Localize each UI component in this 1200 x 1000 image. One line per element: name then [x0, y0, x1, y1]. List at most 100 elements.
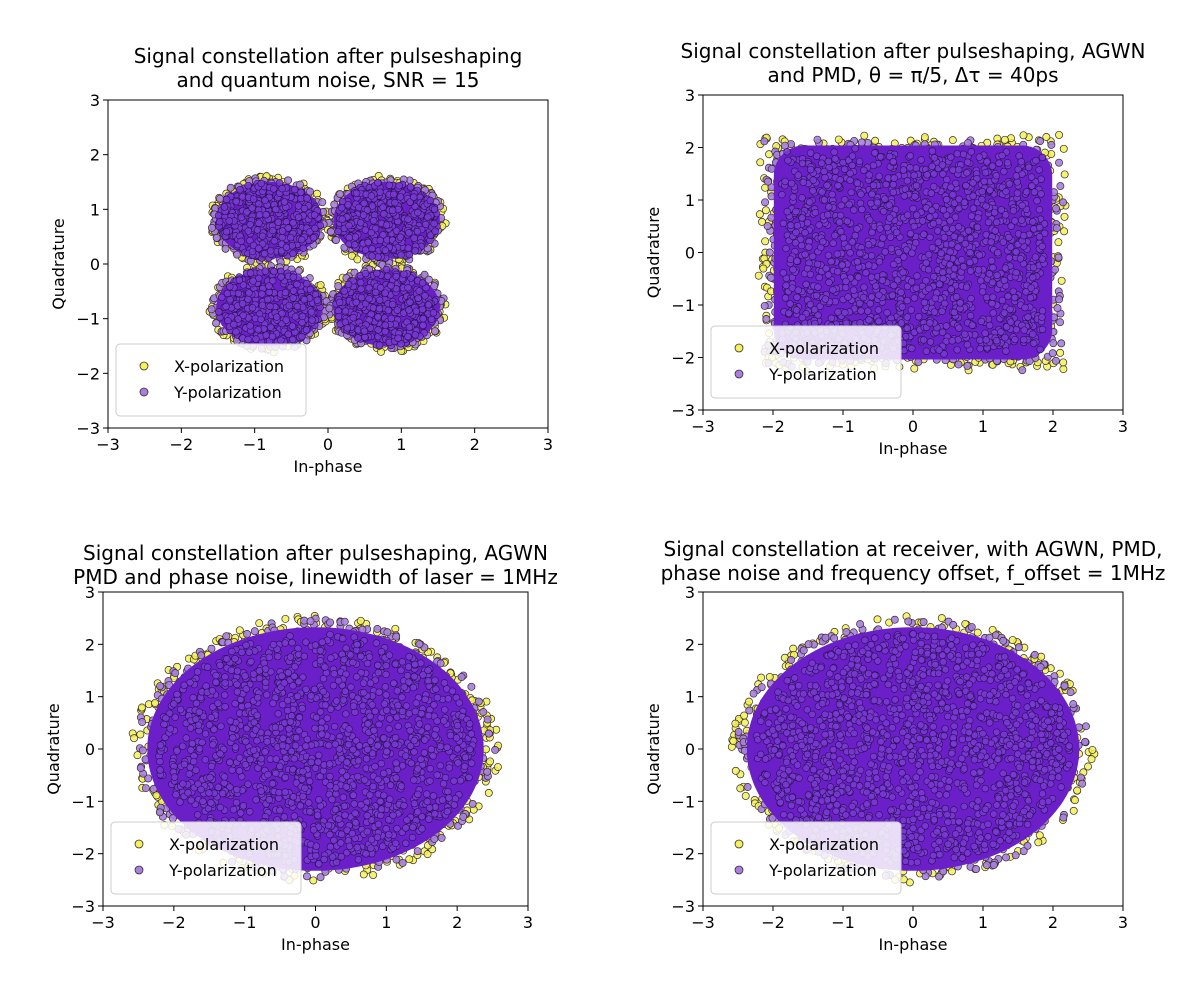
y-polarization-point: [237, 237, 245, 246]
y-polarization-point: [258, 301, 267, 309]
y-polarization-point: [252, 335, 260, 343]
y-polarization-point: [364, 238, 372, 247]
y-polarization-point: [404, 215, 412, 223]
y-polarization-point: [307, 308, 316, 316]
y-polarization-point: [365, 295, 373, 303]
x-tick-label: 2: [470, 435, 480, 454]
y-polarization-point: [332, 236, 341, 245]
y-polarization-point: [300, 204, 309, 213]
x-polarization-point: [1059, 144, 1068, 153]
y-polarization-point: [288, 322, 297, 330]
y-polarization-point: [298, 318, 306, 327]
y-polarization-point: [1051, 265, 1059, 274]
x-polarization-point: [754, 271, 763, 280]
y-polarization-point: [298, 332, 306, 341]
y-polarization-point: [293, 302, 302, 311]
y-polarization-point: [382, 221, 391, 229]
y-polarization-point: [215, 308, 223, 316]
y-polarization-point: [412, 307, 421, 315]
x-polarization-point: [756, 158, 765, 167]
y-polarization-point: [334, 282, 343, 291]
y-polarization-point: [270, 185, 278, 193]
chart-panel-2: Signal constellation after pulseshaping,…: [644, 39, 1145, 458]
x-polarization-point: [948, 136, 957, 145]
y-polarization-point: [218, 293, 226, 301]
chart-panel-1: Signal constellation after pulseshapinga…: [49, 44, 553, 476]
y-polarization-point: [357, 285, 365, 293]
chart-title: Signal constellation after pulseshaping: [134, 44, 523, 68]
y-polarization-point: [303, 280, 311, 288]
y-polarization-point: [310, 211, 319, 219]
y-tick-label: −3: [76, 419, 100, 438]
y-polarization-point: [914, 358, 923, 366]
x-polarization-point: [316, 281, 325, 290]
chart-title: Signal constellation after pulseshaping,…: [681, 39, 1146, 63]
y-polarization-point: [1049, 339, 1058, 348]
y-polarization-point: [387, 314, 396, 323]
chart-title: and PMD, θ = π/5, Δτ = 40ps: [767, 63, 1058, 87]
y-polarization-point: [765, 248, 774, 257]
y-polarization-point: [1056, 318, 1064, 327]
y-polarization-point: [405, 229, 413, 237]
y-polarization-point: [381, 321, 390, 329]
y-polarization-point: [375, 304, 384, 313]
y-polarization-point: [226, 183, 235, 192]
y-polarization-point: [410, 193, 418, 201]
y-polarization-point: [262, 331, 270, 339]
y-polarization-point: [313, 296, 322, 304]
y-polarization-point: [421, 292, 429, 300]
y-polarization-point: [289, 273, 298, 281]
y-polarization-point: [418, 305, 427, 314]
y-polarization-point: [207, 305, 216, 314]
y-polarization-point: [246, 236, 254, 245]
y-polarization-point: [289, 287, 298, 295]
y-polarization-point: [1047, 140, 1056, 149]
y-polarization-point: [424, 275, 433, 284]
y-polarization-point: [767, 273, 775, 282]
y-polarization-point: [222, 302, 230, 311]
x-polarization-point: [1060, 212, 1069, 221]
y-polarization-point: [260, 249, 269, 258]
y-polarization-point: [413, 227, 422, 236]
y-polarization-point: [393, 306, 401, 314]
y-polarization-point: [359, 211, 368, 219]
y-polarization-point: [426, 196, 435, 205]
y-polarization-point: [340, 287, 348, 295]
y-polarization-point: [266, 302, 274, 311]
y-polarization-point: [354, 334, 362, 342]
y-polarization-point: [249, 195, 258, 203]
y-polarization-point: [1051, 356, 1060, 365]
x-polarization-point: [353, 255, 362, 264]
y-tick-label: −1: [76, 310, 100, 329]
y-polarization-point: [813, 135, 822, 144]
y-polarization-point: [381, 246, 390, 255]
y-polarization-point: [367, 228, 376, 237]
y-polarization-point: [282, 243, 291, 252]
x-polarization-point: [1060, 227, 1069, 236]
x-polarization-legend-marker: [139, 361, 149, 371]
y-polarization-point: [255, 219, 263, 227]
y-polarization-point: [341, 307, 350, 315]
y-polarization-point: [415, 287, 423, 295]
y-polarization-point: [396, 233, 405, 241]
y-polarization-point: [388, 300, 397, 309]
y-polarization-point: [419, 315, 427, 323]
y-polarization-point: [238, 193, 247, 201]
y-polarization-point: [395, 181, 403, 190]
y-polarization-point: [334, 227, 342, 236]
y-polarization-point: [309, 234, 318, 242]
y-polarization-point: [391, 198, 399, 207]
y-polarization-point: [406, 298, 414, 306]
y-polarization-point: [397, 251, 405, 259]
y-polarization-point: [255, 200, 263, 208]
y-tick-label: 0: [90, 255, 100, 274]
y-polarization-point: [308, 316, 316, 324]
y-polarization-point: [1057, 339, 1066, 348]
y-polarization-point: [225, 217, 233, 225]
x-polarization-point: [1056, 348, 1065, 357]
y-polarization-point: [1053, 304, 1062, 313]
y-polarization-point: [430, 327, 439, 336]
y-polarization-point: [272, 205, 280, 214]
y-polarization-point: [424, 213, 432, 221]
y-polarization-point: [414, 208, 422, 217]
